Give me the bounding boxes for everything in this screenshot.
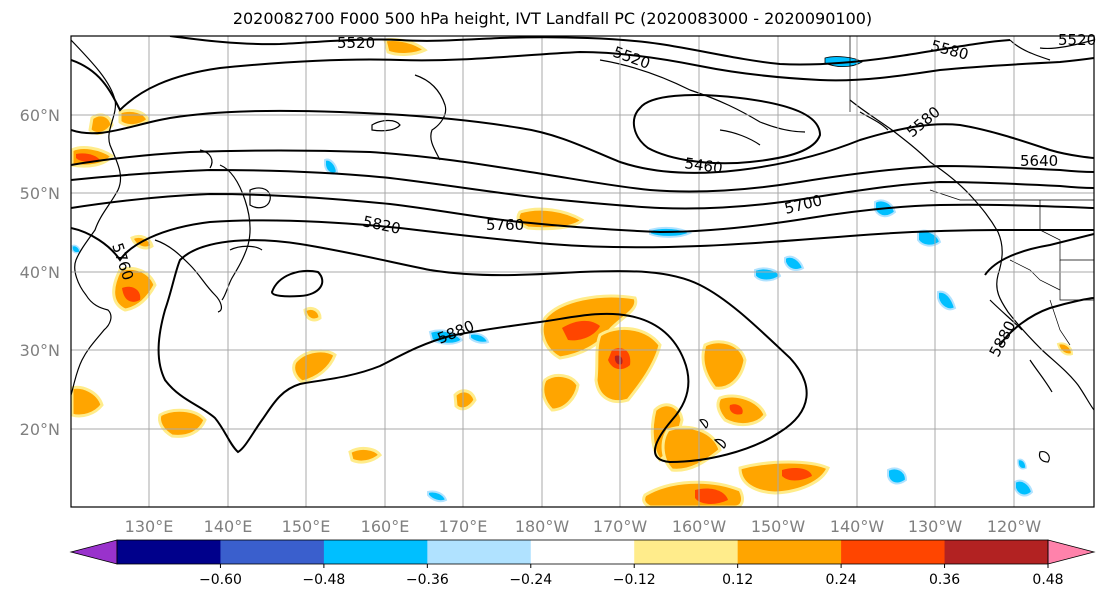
map-frame xyxy=(70,35,1095,508)
colorbar-frame xyxy=(116,539,1049,565)
colorbar-tick-label: 0.12 xyxy=(722,572,753,588)
lon-label: 170°W xyxy=(593,517,648,536)
colorbar-tick-label: 0.36 xyxy=(929,572,960,588)
colorbar: −0.60 −0.48 −0.36 −0.24 −0.12 0.12 0.24 0.36 0.4… xyxy=(69,539,1096,588)
contour-label: 5640 xyxy=(1020,152,1058,170)
colorbar-tick-label: −0.36 xyxy=(406,572,449,588)
contour-label: 5520 xyxy=(337,34,375,52)
lon-label: 130°W xyxy=(908,517,963,536)
lon-label: 150°W xyxy=(751,517,806,536)
contour-label: 5520 xyxy=(1058,31,1096,49)
lat-label-40n: 40°N xyxy=(20,263,60,282)
lon-label: 130°E xyxy=(125,517,174,536)
colorbar-tick-label: −0.48 xyxy=(302,572,345,588)
colorbar-cell xyxy=(530,540,635,564)
colorbar-extend-high xyxy=(1047,539,1096,565)
lon-label: 120°W xyxy=(987,517,1042,536)
colorbar-tick-label: −0.12 xyxy=(613,572,656,588)
colorbar-cell xyxy=(737,540,842,564)
lon-label: 160°W xyxy=(672,517,727,536)
latitude-labels: 60°N 50°N 40°N 30°N 20°N xyxy=(20,106,60,439)
height-contours xyxy=(71,36,1094,464)
colorbar-tick-label: 0.48 xyxy=(1032,572,1063,588)
ivt-positive-shading xyxy=(71,38,1074,507)
colorbar-extend-low xyxy=(69,539,118,565)
lon-label: 150°E xyxy=(282,517,331,536)
colorbar-cell xyxy=(220,540,325,564)
colorbar-tick-label: −0.60 xyxy=(199,572,242,588)
lon-label: 140°W xyxy=(830,517,885,536)
lat-label-50n: 50°N xyxy=(20,184,60,203)
lon-label: 160°E xyxy=(361,517,410,536)
coastlines xyxy=(71,39,1094,463)
map-title: 2020082700 F000 500 hPa height, IVT Land… xyxy=(232,9,873,28)
lat-label-20n: 20°N xyxy=(20,420,60,439)
colorbar-cell xyxy=(427,540,532,564)
contour-label: 5460 xyxy=(683,154,723,177)
lon-label: 170°E xyxy=(439,517,488,536)
lon-label: 140°E xyxy=(204,517,253,536)
longitude-labels: 130°E 140°E 150°E 160°E 170°E 180°W 170°… xyxy=(125,517,1042,536)
contour-label: 5760 xyxy=(486,216,524,234)
colorbar-cell xyxy=(944,540,1049,564)
lat-label-60n: 60°N xyxy=(20,106,60,125)
colorbar-cell xyxy=(634,540,739,564)
lat-label-30n: 30°N xyxy=(20,341,60,360)
colorbar-cell xyxy=(117,540,221,564)
colorbar-cell xyxy=(841,540,946,564)
colorbar-tick-label: −0.24 xyxy=(509,572,552,588)
colorbar-cell xyxy=(323,540,428,564)
lon-label: 180°W xyxy=(515,517,570,536)
colorbar-tick-label: 0.24 xyxy=(826,572,857,588)
